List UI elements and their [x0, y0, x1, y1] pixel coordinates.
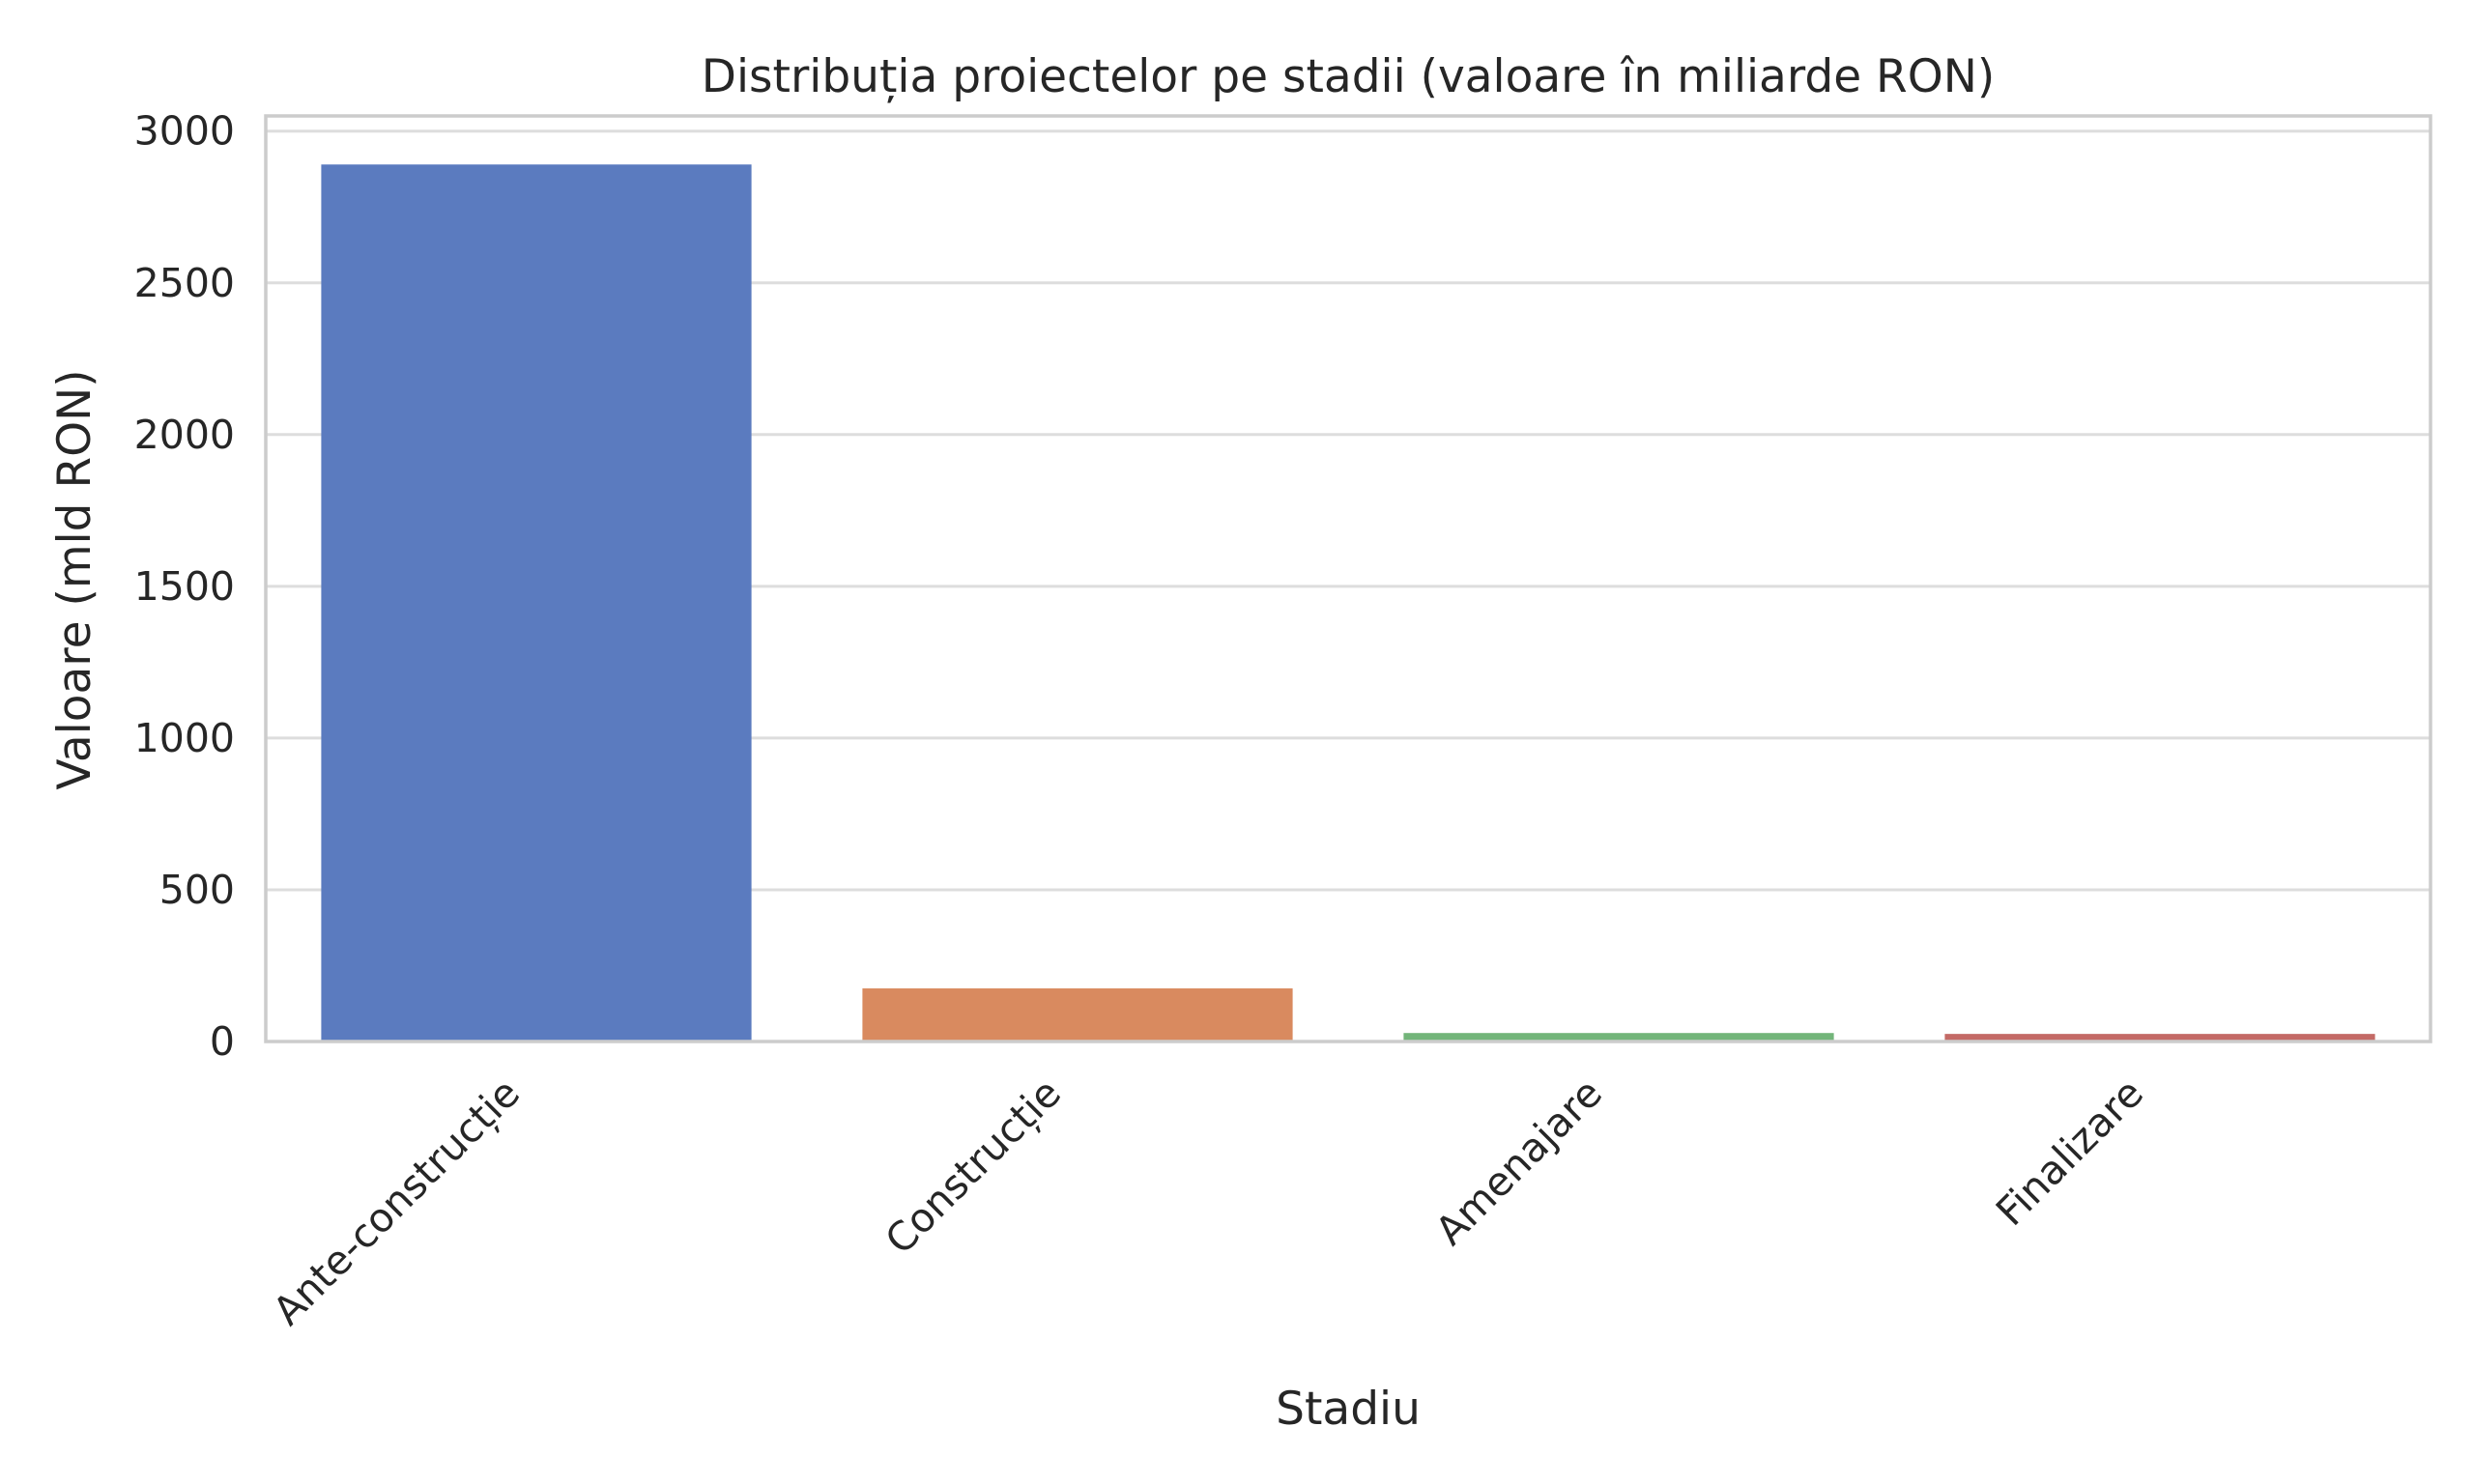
y-tick-label: 2000: [134, 412, 235, 458]
y-axis-label: Valoare (mld RON): [48, 369, 101, 789]
bar: [862, 988, 1293, 1042]
bar: [1403, 1033, 1834, 1042]
x-tick-label: Ante-construcție: [264, 1070, 529, 1334]
y-tick-label: 1000: [134, 715, 235, 761]
x-tick-label: Construcție: [877, 1070, 1070, 1263]
x-axis-label: Stadiu: [1276, 1383, 1421, 1436]
plot-frame: [264, 114, 2432, 1043]
y-tick-labels: 0 500 1000 1500 2000 2500 3000: [134, 108, 235, 1065]
chart-title: Distribuția proiectelor pe stadii (valoa…: [702, 50, 1995, 103]
bar: [1944, 1034, 2375, 1042]
y-tick-label: 1500: [134, 563, 235, 610]
y-tick-label: 500: [159, 867, 235, 913]
x-tick-label: Finalizare: [1987, 1070, 2152, 1235]
x-tick-labels: Ante-construcție Construcție Amenajare Fina…: [264, 1070, 2152, 1334]
y-tick-label: 0: [210, 1018, 235, 1065]
x-tick-label: Amenajare: [1426, 1070, 1611, 1254]
y-tick-label: 2500: [134, 260, 235, 306]
bar: [321, 164, 752, 1042]
y-tick-label: 3000: [134, 108, 235, 155]
bars: [321, 164, 2375, 1042]
